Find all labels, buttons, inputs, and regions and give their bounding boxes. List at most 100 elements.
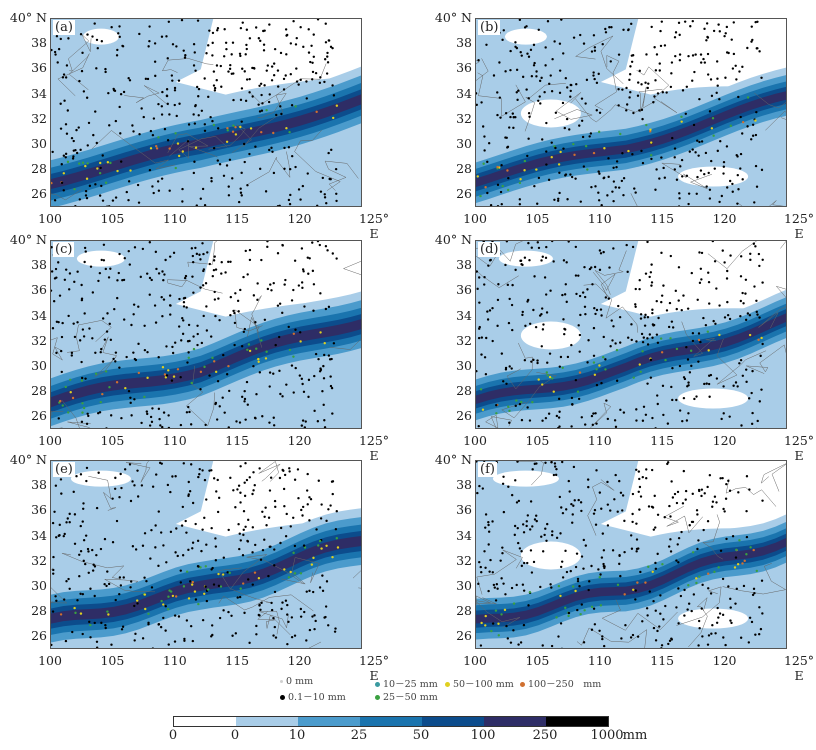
- dot-icon: [520, 682, 525, 687]
- x-tick-label: 100: [38, 211, 62, 226]
- x-tick-label: 110: [162, 433, 187, 448]
- precipitation-map: [475, 460, 787, 649]
- y-tick-label: 30: [31, 136, 47, 151]
- legend-label: 50－100 mm: [453, 679, 514, 690]
- y-tick-label: 32: [31, 110, 47, 126]
- y-tick-label: 38: [456, 35, 472, 51]
- y-tick-label: 34: [31, 85, 47, 101]
- x-tick-label: 115: [650, 211, 675, 226]
- x-tick-label: 105: [100, 653, 125, 668]
- x-tick-label: 125° E: [358, 433, 390, 463]
- y-tick-label: 36: [31, 60, 47, 76]
- y-tick-label: 28: [456, 161, 472, 177]
- colorbar-segment: [174, 717, 236, 726]
- x-tick-label: 120: [287, 653, 312, 668]
- x-tick-label: 100: [38, 433, 62, 448]
- y-tick-label: 36: [31, 502, 47, 518]
- map-panel: (d): [475, 240, 787, 429]
- x-tick-label: 105: [100, 433, 125, 448]
- y-tick-label: 38: [456, 477, 472, 493]
- panel-label: (a): [53, 20, 75, 35]
- y-tick-label: 38: [31, 35, 47, 51]
- y-tick-label: 34: [456, 85, 472, 101]
- y-tick-label: 34: [456, 527, 472, 543]
- x-tick-label: 105: [525, 653, 550, 668]
- map-panel: (f): [475, 460, 787, 649]
- y-tick-label: 38: [31, 477, 47, 493]
- x-tick-label: 110: [587, 653, 612, 668]
- y-tick-label: 28: [31, 603, 47, 619]
- x-tick-label: 110: [162, 211, 187, 226]
- legend-item: 0.1－10 mm: [280, 689, 346, 703]
- y-tick-label: 32: [456, 110, 472, 126]
- x-tick-label: 120: [287, 433, 312, 448]
- y-tick-label: 28: [31, 161, 47, 177]
- x-tick-label: 120: [287, 211, 312, 226]
- legend-label: 0.1－10 mm: [288, 692, 346, 703]
- y-tick-label: 38: [456, 257, 472, 273]
- panel-label: (c): [53, 242, 75, 257]
- panel-label: (d): [478, 242, 501, 257]
- y-tick-label: 32: [31, 552, 47, 568]
- x-tick-label: 120: [712, 211, 737, 226]
- y-tick-label: 26: [31, 628, 47, 644]
- x-tick-label: 120: [712, 653, 737, 668]
- y-tick-label: 26: [31, 186, 47, 202]
- y-tick-label: 34: [31, 527, 47, 543]
- y-tick-label: 30: [456, 358, 472, 373]
- x-tick-label: 125° E: [358, 653, 390, 683]
- y-tick-label: 26: [456, 408, 472, 424]
- map-panel: (a): [50, 18, 362, 207]
- colorbar-segment: [422, 717, 484, 726]
- x-tick-label: 100: [463, 433, 487, 448]
- map-panel: (e): [50, 460, 362, 649]
- map-panel: (c): [50, 240, 362, 429]
- x-tick-label: 115: [650, 653, 675, 668]
- x-tick-label: 120: [712, 433, 737, 448]
- panel-label: (f): [478, 462, 497, 477]
- y-tick-label: 28: [31, 383, 47, 399]
- colorbar-tick-label: 50: [412, 728, 430, 743]
- x-tick-label: 115: [225, 211, 250, 226]
- legend-label: 25－50 mm: [383, 692, 438, 703]
- y-tick-label: 40° N: [9, 10, 47, 25]
- y-tick-label: 28: [456, 603, 472, 619]
- dot-icon: [375, 695, 380, 700]
- y-tick-label: 32: [456, 332, 472, 348]
- legend-label: 100－250 mm: [528, 679, 602, 690]
- x-tick-label: 105: [525, 211, 550, 226]
- y-tick-label: 40° N: [9, 452, 47, 467]
- y-tick-label: 38: [31, 257, 47, 273]
- y-tick-label: 34: [31, 307, 47, 323]
- x-tick-label: 110: [162, 653, 187, 668]
- y-tick-label: 26: [456, 628, 472, 644]
- x-tick-label: 105: [525, 433, 550, 448]
- colorbar-tick-label: 0: [168, 728, 178, 743]
- y-tick-label: 30: [31, 358, 47, 373]
- colorbar: [173, 716, 609, 727]
- y-tick-label: 30: [456, 578, 472, 593]
- y-tick-label: 30: [31, 578, 47, 593]
- legend-label: 0 mm: [286, 676, 314, 687]
- precipitation-map: [50, 240, 362, 429]
- x-tick-label: 115: [225, 433, 250, 448]
- x-tick-label: 125° E: [358, 211, 390, 241]
- x-tick-label: 115: [650, 433, 675, 448]
- y-tick-label: 32: [456, 552, 472, 568]
- map-panel: (b): [475, 18, 787, 207]
- colorbar-segment: [546, 717, 608, 726]
- x-tick-label: 110: [587, 211, 612, 226]
- x-tick-label: 100: [463, 211, 487, 226]
- y-tick-label: 40° N: [9, 232, 47, 247]
- x-tick-label: 115: [225, 653, 250, 668]
- y-tick-label: 36: [456, 502, 472, 518]
- dot-icon: [445, 682, 450, 687]
- colorbar-tick-label: 10: [288, 728, 306, 743]
- x-tick-label: 125° E: [783, 653, 815, 683]
- legend-item: 0 mm: [280, 676, 313, 687]
- panel-label: (b): [478, 20, 501, 35]
- colorbar-unit: mm: [622, 728, 648, 743]
- x-tick-label: 105: [100, 211, 125, 226]
- y-tick-label: 40° N: [434, 232, 472, 247]
- colorbar-tick-label: 0: [230, 728, 240, 743]
